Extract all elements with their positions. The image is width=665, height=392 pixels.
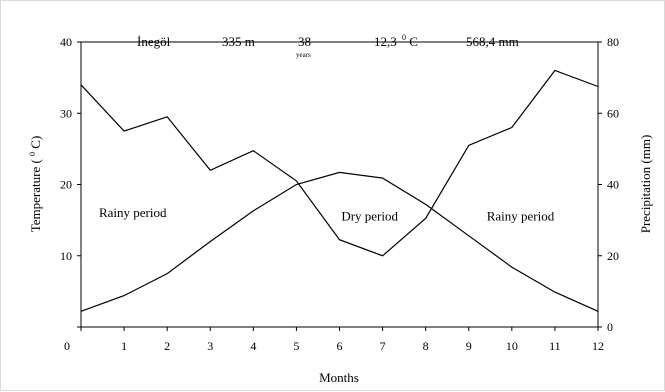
left-tick-label: 20 — [60, 178, 72, 192]
header-annual-precip: 568,4 mm — [466, 34, 519, 49]
period-label: Rainy period — [487, 209, 555, 224]
right-tick-label: 20 — [607, 249, 619, 263]
x-axis-label: Months — [319, 370, 359, 385]
left-tick-label: 10 — [60, 249, 72, 263]
period-label: Rainy period — [99, 205, 167, 220]
x-tick-label: 0 — [64, 339, 70, 353]
x-tick-label: 5 — [293, 339, 299, 353]
right-tick-label: 40 — [607, 178, 619, 192]
x-tick-label: 12 — [592, 339, 604, 353]
header-station: İnegöl — [137, 34, 171, 49]
header-mean-temp-unit: C — [409, 34, 418, 49]
x-tick-label: 11 — [549, 339, 561, 353]
x-tick-label: 1 — [121, 339, 127, 353]
left-axis-label-degree: 0 — [28, 152, 37, 156]
period-annotations: Rainy period Dry period Rainy period — [99, 205, 555, 224]
left-axis-ticks: 10 20 30 40 — [60, 35, 81, 328]
x-axis-ticks: 0 1 2 3 4 5 6 7 8 9 10 11 12 — [64, 327, 604, 353]
header-years-unit: years — [296, 51, 311, 59]
right-tick-label: 0 — [607, 320, 613, 334]
right-axis-label: Precipitation (mm) — [638, 135, 653, 234]
left-axis-label-suffix: C) — [28, 136, 43, 149]
header-mean-temp: 12,3 0 C — [374, 28, 418, 49]
period-label: Dry period — [341, 209, 398, 224]
x-tick-label: 3 — [207, 339, 213, 353]
left-tick-label: 30 — [60, 106, 72, 120]
left-axis-label: Temperature ( 0 C) — [23, 136, 43, 233]
right-tick-label: 80 — [607, 35, 619, 49]
header-altitude: 335 m — [222, 34, 255, 49]
header-mean-temp-value: 12,3 — [374, 34, 397, 49]
plot-area — [80, 41, 599, 328]
temperature-line — [80, 171, 599, 312]
x-tick-label: 2 — [164, 339, 170, 353]
left-tick-label: 40 — [60, 35, 72, 49]
right-tick-label: 60 — [607, 106, 619, 120]
x-tick-label: 9 — [466, 339, 472, 353]
right-axis-ticks: 0 20 40 60 80 — [598, 35, 619, 334]
x-tick-label: 4 — [250, 339, 256, 353]
header-mean-temp-degree: 0 — [402, 33, 406, 42]
header-years-value: 38 — [298, 34, 311, 49]
left-axis-label-prefix: Temperature ( — [28, 159, 43, 232]
x-tick-label: 8 — [423, 339, 429, 353]
precipitation-line — [80, 69, 599, 257]
x-tick-label: 10 — [506, 339, 518, 353]
x-tick-label: 7 — [380, 339, 386, 353]
x-tick-label: 6 — [337, 339, 343, 353]
